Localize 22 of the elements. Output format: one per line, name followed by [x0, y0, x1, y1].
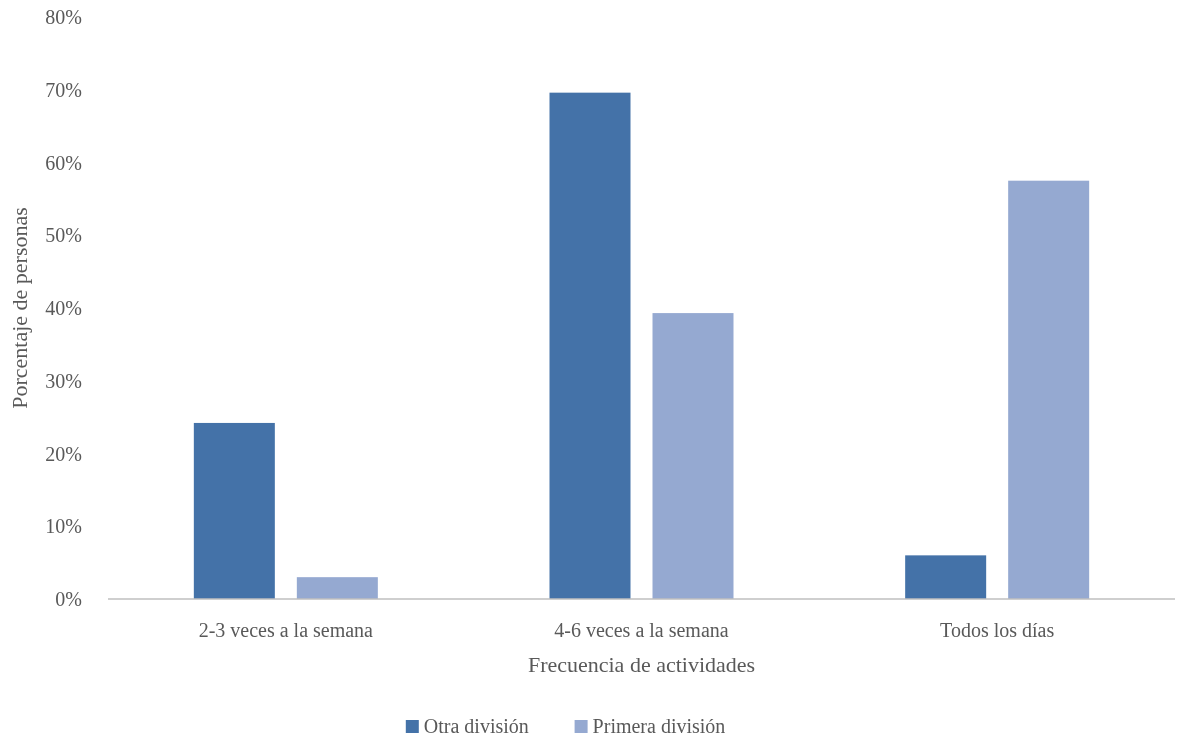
x-tick-label: 4-6 veces a la semana: [554, 619, 729, 641]
y-tick-label: 20%: [45, 442, 82, 465]
y-tick-label: 10%: [45, 515, 82, 538]
x-tick-label: 2-3 veces a la semana: [198, 619, 374, 641]
y-axis-title: Porcentaje de personas: [7, 207, 32, 409]
y-tick-label: 40%: [45, 297, 82, 319]
y-tick-label: 0%: [55, 588, 82, 610]
x-axis-title: Frecuencia de actividades: [527, 652, 756, 677]
y-tick-label: 70%: [45, 78, 82, 101]
legend-label: Otra división: [423, 715, 529, 737]
y-tick-label: 30%: [45, 369, 82, 392]
y-tick-label: 50%: [45, 224, 82, 247]
bar: [549, 92, 631, 599]
bar: [1008, 180, 1090, 599]
y-tick-label: 60%: [45, 151, 82, 174]
bar: [193, 422, 275, 599]
x-tick-label: Todos los días: [940, 619, 1055, 641]
legend-label: Primera división: [592, 715, 726, 737]
bar: [652, 313, 734, 599]
bar: [296, 577, 378, 599]
y-tick-label: 80%: [45, 6, 82, 28]
bar: [905, 555, 987, 599]
